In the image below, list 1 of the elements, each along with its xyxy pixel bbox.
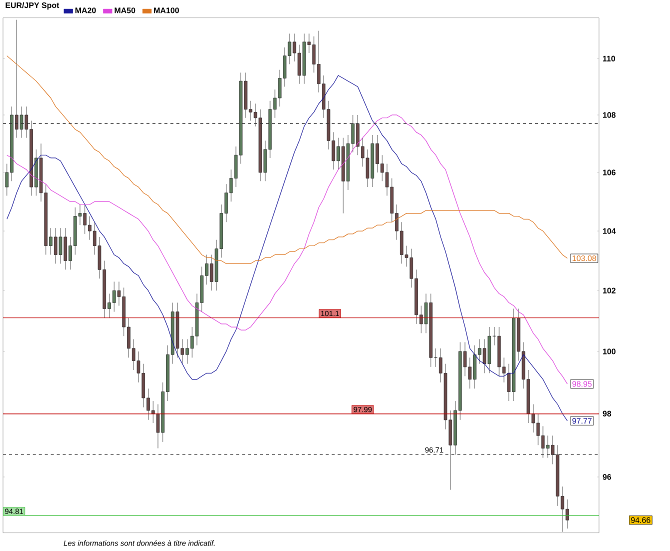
line-series	[6, 75, 568, 422]
